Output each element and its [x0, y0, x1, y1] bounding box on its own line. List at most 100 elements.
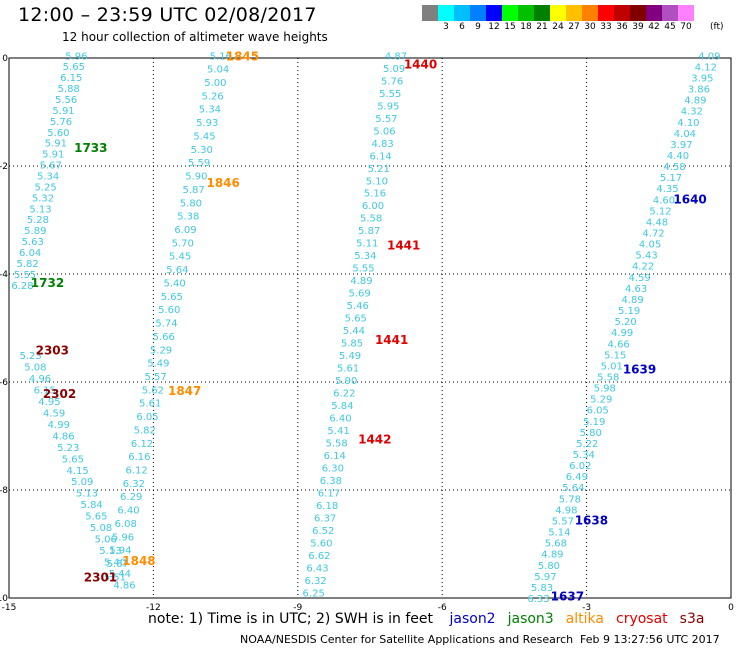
x-tick-label: -12	[146, 603, 161, 613]
time-annotation: 1732	[31, 276, 64, 290]
wave-height-value: 5.74	[155, 319, 177, 330]
wave-height-value: 5.95	[377, 101, 399, 112]
legend-swatch	[630, 5, 646, 21]
wave-height-value: 5.58	[360, 214, 382, 225]
satellite-s3a: s3a	[679, 611, 705, 627]
wave-height-value: 5.06	[95, 535, 117, 546]
wave-height-value: 6.02	[569, 461, 591, 472]
wave-height-value: 5.15	[604, 350, 626, 361]
wave-height-value: 5.96	[112, 532, 134, 543]
wave-height-value: 5.58	[326, 439, 348, 450]
wave-height-value: 4.58	[663, 162, 685, 173]
wave-height-value: 4.87	[385, 51, 407, 62]
legend-label: 27	[568, 22, 580, 32]
wave-height-value: 4.89	[621, 295, 643, 306]
wave-height-value: 4.10	[677, 118, 699, 129]
wave-height-value: 4.96	[29, 374, 51, 385]
wave-height-value: 6.05	[136, 412, 158, 423]
wave-height-value: 4.66	[608, 339, 630, 350]
wave-height-value: 5.65	[63, 62, 85, 73]
wave-height-value: 5.10	[366, 176, 388, 187]
wave-height-value: 5.83	[531, 583, 553, 594]
wave-height-value: 5.09	[383, 64, 405, 75]
wave-height-value: 4.59	[43, 408, 65, 419]
wave-height-value: 5.80	[580, 428, 602, 439]
wave-height-value: 5.78	[559, 494, 581, 505]
credit-text: NOAA/NESDIS Center for Satellite Applica…	[240, 633, 574, 646]
wave-height-value: 3.86	[688, 85, 710, 96]
wave-height-value: 4.89	[541, 550, 563, 561]
wave-height-value: 5.96	[65, 51, 87, 62]
wave-height-value: 5.09	[71, 477, 93, 488]
color-scale-labels: 3 6 9 12 15 18 21 24 27 30 33 36 39 42 45 70	[422, 22, 694, 32]
wave-height-value: 5.85	[341, 339, 363, 350]
wave-height-value: 6.29	[120, 492, 142, 503]
wave-height-value: 4.05	[639, 240, 661, 251]
time-annotation: 1733	[74, 141, 107, 155]
wave-height-value: 6.40	[117, 506, 139, 517]
wave-height-value: 5.19	[583, 417, 605, 428]
wave-height-value: 6.52	[312, 526, 334, 537]
wave-height-value: 4.04	[674, 129, 696, 140]
wave-height-value: 5.64	[166, 265, 188, 276]
wave-height-value: 5.06	[373, 126, 395, 137]
legend-swatch	[678, 5, 694, 21]
wave-height-value: 4.83	[371, 139, 393, 150]
wave-height-value: 5.65	[85, 512, 107, 523]
wave-height-value: 6.00	[362, 201, 384, 212]
wave-height-value: 5.91	[45, 139, 67, 150]
wave-height-value: 5.46	[347, 301, 369, 312]
x-tick-label: -15	[2, 603, 17, 613]
wave-height-value: 5.65	[62, 454, 84, 465]
wave-height-value: 5.49	[339, 351, 361, 362]
wave-height-value: 5.91	[42, 150, 64, 161]
legend-label: 3	[443, 22, 449, 32]
wave-height-value: 5.90	[185, 172, 207, 183]
wave-height-value: 5.88	[58, 84, 80, 95]
wave-height-value: 5.97	[534, 572, 556, 583]
wave-height-value: 5.61	[139, 399, 161, 410]
wave-height-value: 4.72	[642, 229, 664, 240]
wave-height-value: 4.22	[632, 262, 654, 273]
wave-height-value: 5.32	[32, 193, 54, 204]
wave-height-value: 6.40	[329, 414, 351, 425]
wave-height-value: 5.55	[352, 264, 374, 275]
wave-height-value: 6.62	[308, 551, 330, 562]
wave-height-value: 4.95	[38, 397, 60, 408]
legend-swatch	[502, 5, 518, 21]
wave-height-value: 4.40	[667, 151, 689, 162]
chart-title: 12:00 – 23:59 UTC 02/08/2017	[18, 4, 317, 26]
wave-height-value: 6.32	[304, 576, 326, 587]
legend-label: 6	[459, 22, 465, 32]
y-tick-label: -10	[0, 594, 8, 604]
wave-height-value: 5.44	[343, 326, 365, 337]
wave-height-value: 5.65	[161, 292, 183, 303]
legend-label: 42	[648, 22, 660, 32]
legend-label: 70	[680, 22, 692, 32]
wave-height-value: 4.15	[66, 466, 88, 477]
time-annotation: 1637	[551, 589, 584, 603]
wave-height-value: 5.44	[109, 569, 131, 580]
wave-height-value: 6.32	[123, 479, 145, 490]
y-tick-label: 0	[2, 54, 8, 64]
time-annotation: 1638	[575, 514, 608, 528]
generated-timestamp: Feb 9 13:27:56 UTC 2017	[580, 633, 720, 646]
legend-unit: (ft)	[710, 22, 724, 32]
wave-height-value: 5.68	[545, 539, 567, 550]
time-annotation: 1440	[404, 57, 437, 71]
wave-height-value: 5.60	[47, 128, 69, 139]
satellite-jason2: jason2	[449, 611, 496, 627]
wave-height-value: 4.99	[611, 328, 633, 339]
legend-swatch	[438, 5, 454, 21]
wave-height-value: 5.11	[356, 239, 378, 250]
legend-label: 12	[488, 22, 500, 32]
y-tick-label: -8	[0, 486, 8, 496]
legend-label: 30	[584, 22, 596, 32]
wave-height-value: 6.43	[306, 564, 328, 575]
wave-height-value: 5.00	[204, 78, 226, 89]
wave-height-value: 5.40	[104, 558, 126, 569]
wave-height-value: 5.67	[106, 559, 128, 570]
wave-height-value: 5.04	[207, 65, 229, 76]
wave-height-value: 5.76	[50, 117, 72, 128]
footnote: note: 1) Time is in UTC; 2) SWH is in fe…	[148, 611, 704, 627]
